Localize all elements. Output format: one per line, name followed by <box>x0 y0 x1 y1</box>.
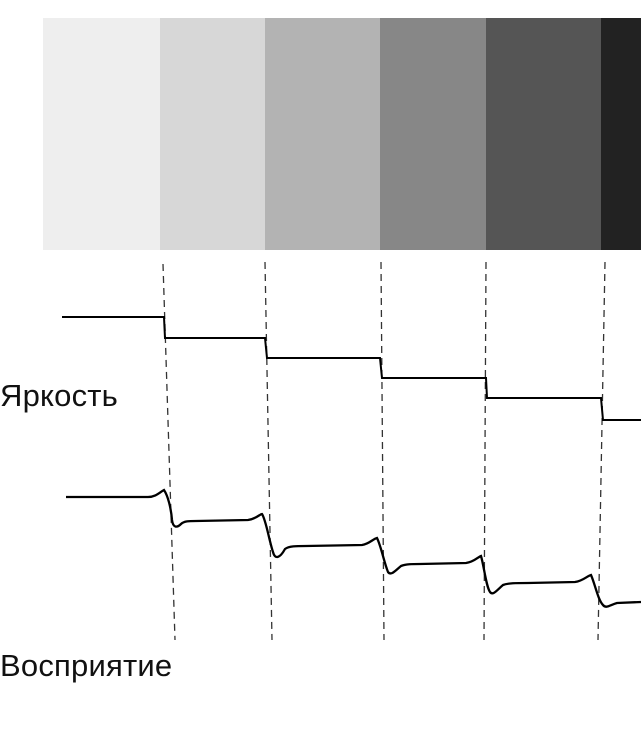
brightness-staircase-curve <box>62 316 641 421</box>
guide-line-2 <box>264 261 273 641</box>
perception-curve <box>66 488 641 608</box>
band-5 <box>486 18 601 250</box>
band-2 <box>160 18 265 250</box>
band-3 <box>265 18 380 250</box>
brightness-label: Яркость <box>0 378 119 413</box>
perception-label: Восприятие <box>0 648 173 683</box>
band-4 <box>380 18 486 250</box>
guide-line-5 <box>597 261 606 641</box>
gray-step-bands <box>43 18 641 250</box>
band-6 <box>601 18 641 250</box>
guide-line-4 <box>483 261 487 641</box>
band-1 <box>43 18 160 250</box>
guide-line-3 <box>380 261 385 641</box>
